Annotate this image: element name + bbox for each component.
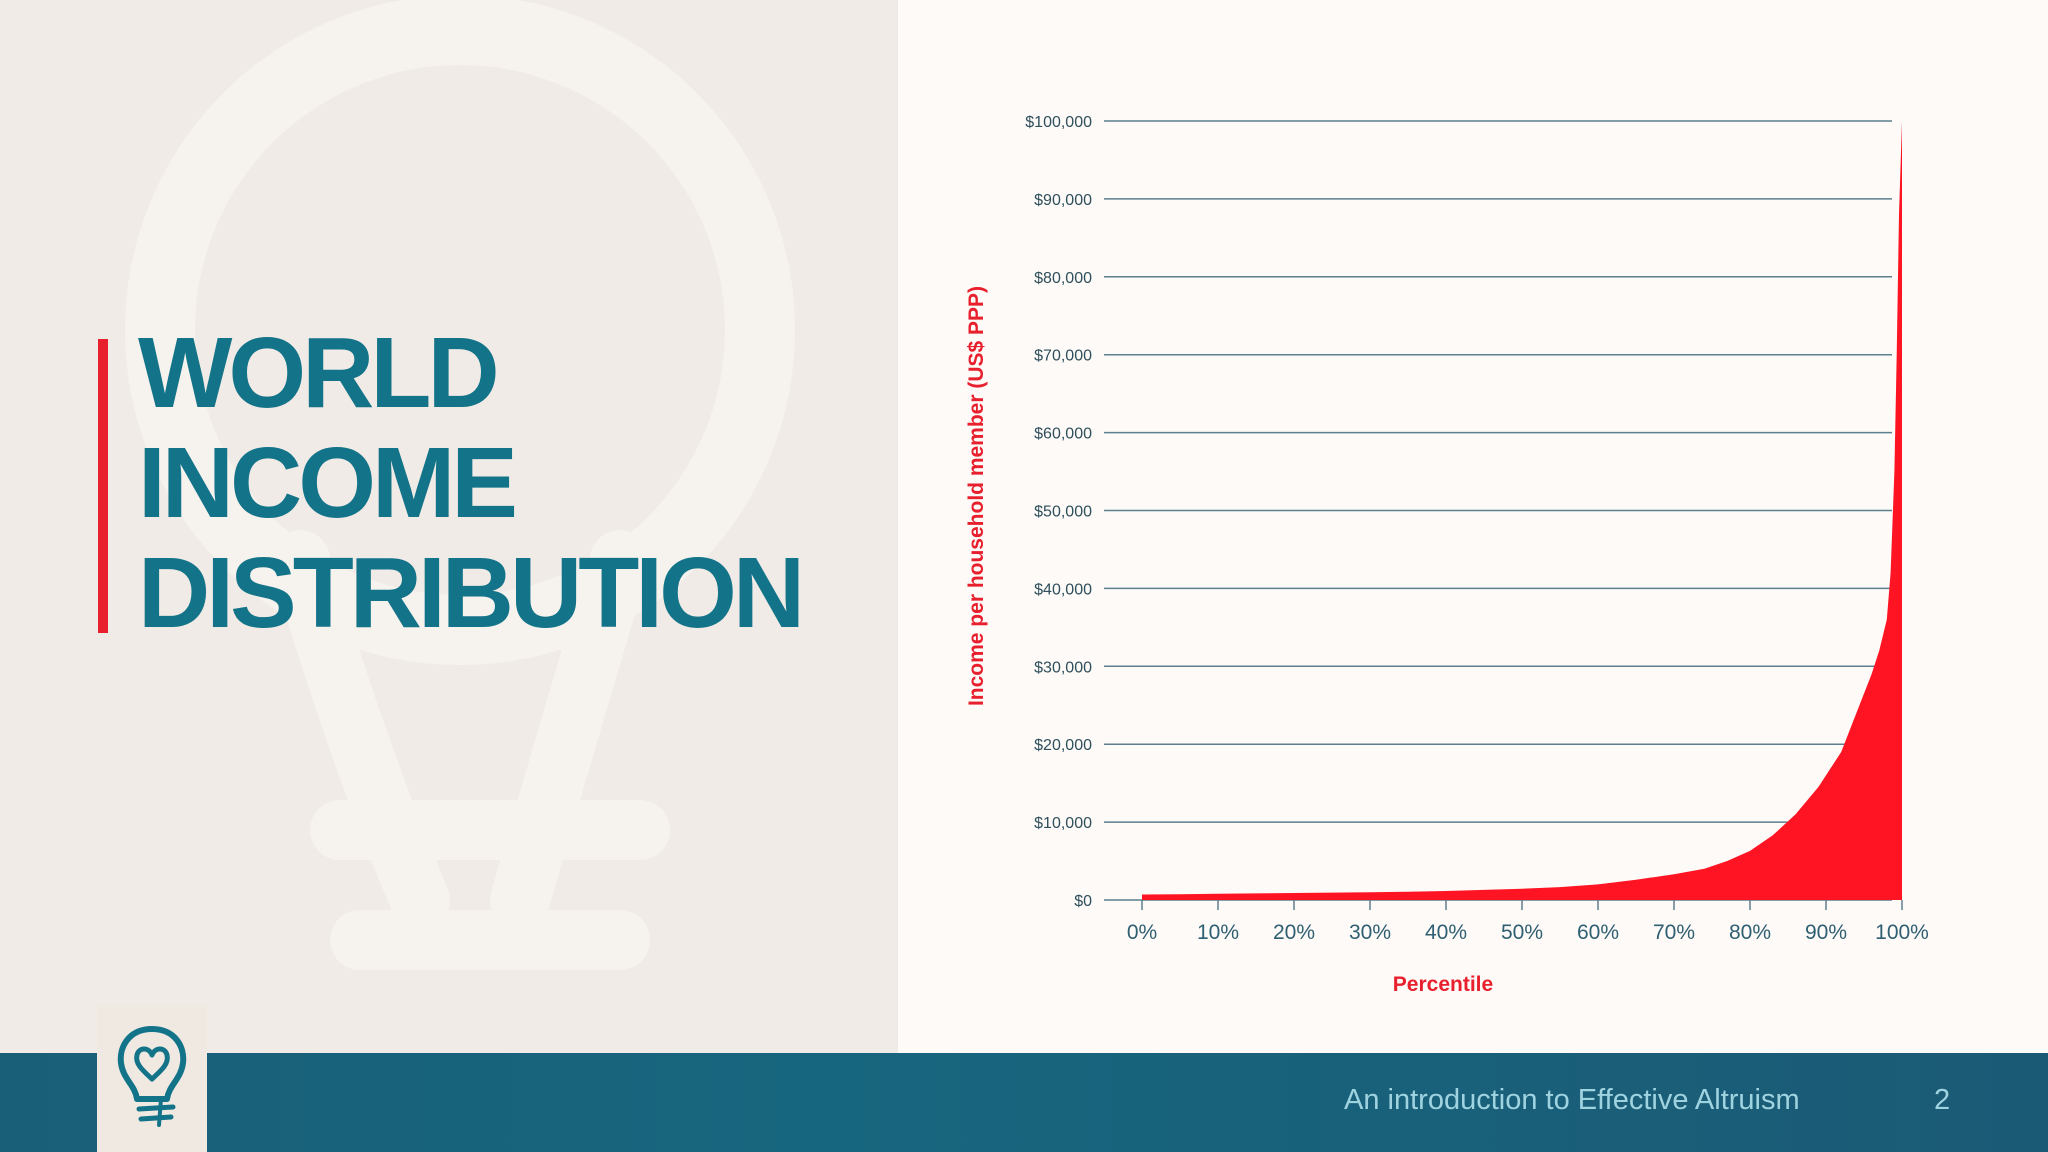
- x-tick-label: 0%: [1127, 921, 1157, 944]
- left-panel: WORLD INCOME DISTRIBUTION: [0, 0, 898, 1053]
- income-area: [1142, 121, 1902, 900]
- y-tick-label: $60,000: [1034, 426, 1092, 443]
- x-tick-label: 100%: [1875, 921, 1929, 944]
- chart-gridlines: [1104, 120, 1892, 901]
- x-tick-label: 20%: [1273, 921, 1315, 944]
- x-tick-label: 50%: [1501, 921, 1543, 944]
- x-tick-label: 80%: [1729, 921, 1771, 944]
- x-tick-label: 60%: [1577, 921, 1619, 944]
- y-tick-labels: $0 $10,000 $20,000 $30,000 $40,000 $50,000 $60…: [1025, 114, 1092, 910]
- lightbulb-watermark: [125, 0, 795, 970]
- y-axis-label: Income per household member (US$ PPP): [965, 286, 988, 706]
- x-axis-label: Percentile: [1393, 973, 1493, 996]
- y-tick-label: $50,000: [1034, 504, 1092, 521]
- page-number: 2: [1934, 1084, 1951, 1116]
- x-tick-label: 90%: [1805, 921, 1847, 944]
- slide-title: WORLD INCOME DISTRIBUTION: [138, 317, 805, 649]
- y-tick-label: $20,000: [1034, 737, 1092, 754]
- logo-tile: [97, 1005, 207, 1152]
- y-tick-label: $90,000: [1034, 192, 1092, 209]
- y-tick-label: $30,000: [1034, 659, 1092, 676]
- y-tick-label: $10,000: [1034, 815, 1092, 832]
- x-tick-label: 30%: [1349, 921, 1391, 944]
- chart-axes: [1141, 900, 1903, 910]
- y-tick-label: $70,000: [1034, 348, 1092, 365]
- x-tick-label: 10%: [1197, 921, 1239, 944]
- y-tick-label: $100,000: [1025, 114, 1092, 131]
- footer-caption: An introduction to Effective Altruism: [1344, 1084, 1800, 1116]
- x-tick-labels: 0% 10% 20% 30% 40% 50% 60% 70% 80% 90% 100%: [1127, 921, 1929, 944]
- income-chart: $0 $10,000 $20,000 $30,000 $40,000 $50,000 $60…: [965, 114, 1929, 996]
- x-tick-label: 40%: [1425, 921, 1467, 944]
- title-accent-bar: [98, 339, 108, 633]
- y-tick-label: $80,000: [1034, 270, 1092, 287]
- y-tick-label: $0: [1074, 893, 1092, 910]
- x-tick-label: 70%: [1653, 921, 1695, 944]
- y-tick-label: $40,000: [1034, 581, 1092, 598]
- footer-bar: [0, 1053, 2048, 1152]
- lightbulb-heart-icon: [117, 1026, 187, 1127]
